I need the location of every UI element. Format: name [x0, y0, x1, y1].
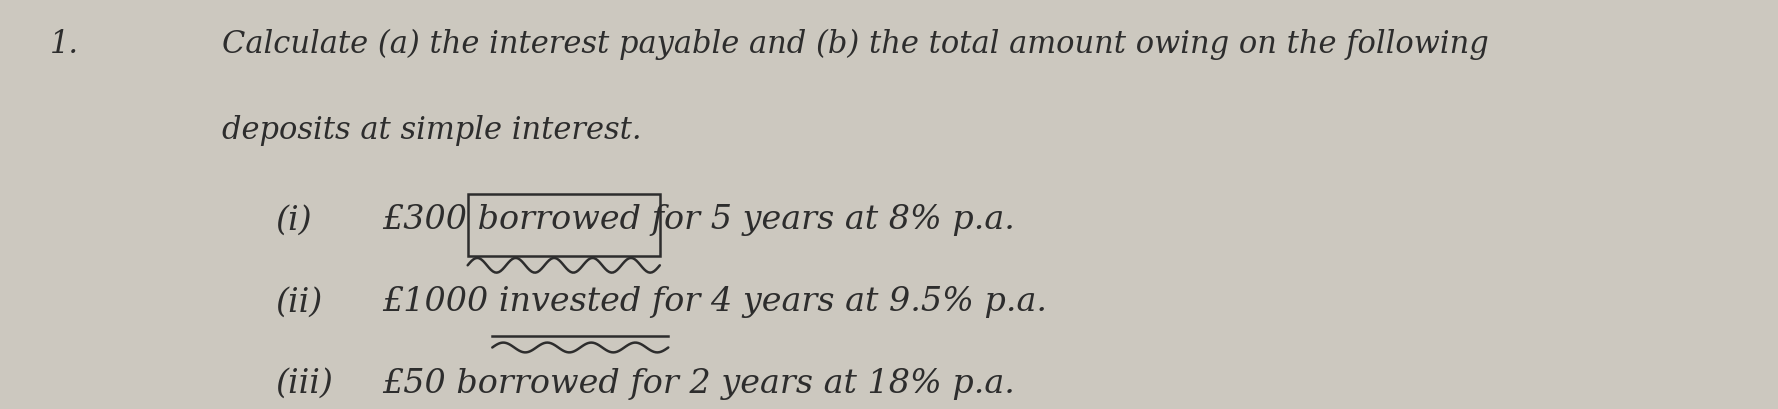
Text: (i): (i) — [276, 204, 313, 236]
Text: (ii): (ii) — [276, 286, 324, 318]
Text: deposits at simple interest.: deposits at simple interest. — [222, 115, 642, 146]
Text: 1.: 1. — [50, 29, 78, 60]
Text: Calculate (a) the interest payable and (b) the total amount owing on the followi: Calculate (a) the interest payable and (… — [222, 29, 1488, 60]
Text: £50 borrowed for 2 years at 18% p.a.: £50 borrowed for 2 years at 18% p.a. — [382, 368, 1015, 400]
Text: £1000 invested for 4 years at 9.5% p.a.: £1000 invested for 4 years at 9.5% p.a. — [382, 286, 1047, 318]
Text: £300 borrowed for 5 years at 8% p.a.: £300 borrowed for 5 years at 8% p.a. — [382, 204, 1015, 236]
Text: (iii): (iii) — [276, 368, 334, 400]
Bar — [468, 194, 660, 256]
